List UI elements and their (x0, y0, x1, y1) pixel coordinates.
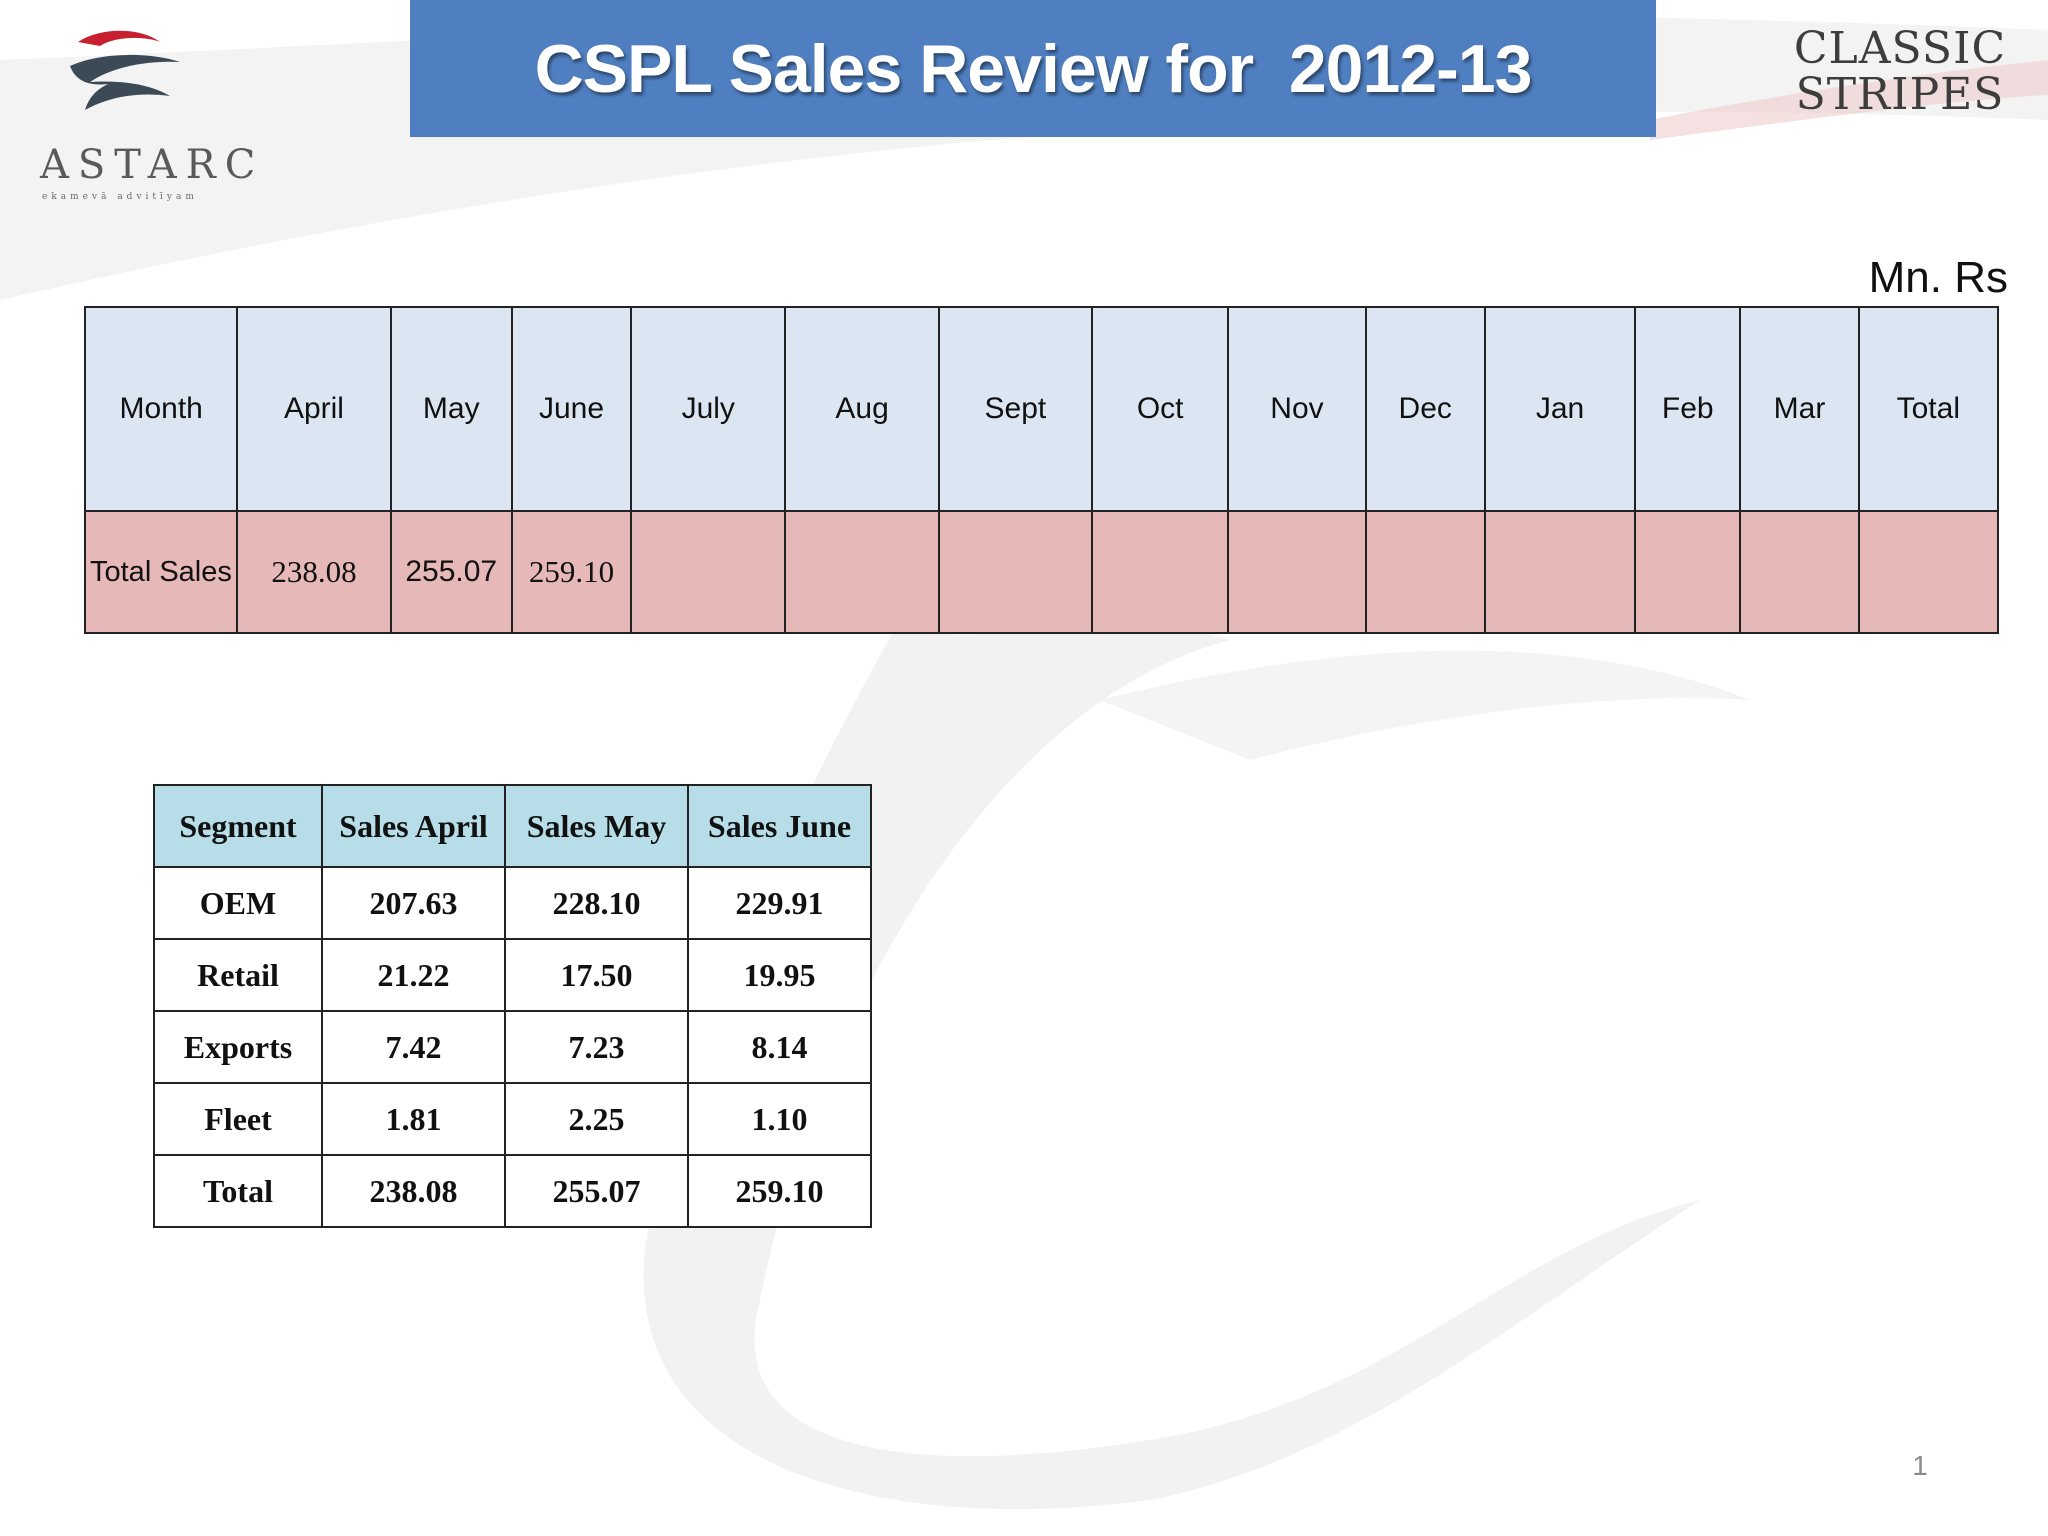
value-cell: 229.91 (687, 866, 872, 940)
value-cell: 2.25 (504, 1082, 689, 1156)
header-cell: April (236, 306, 392, 512)
astarc-logo: ASTARC ekamevā advitīyam (30, 22, 260, 202)
table-row-total: Total 238.08 255.07 259.10 (153, 1154, 872, 1228)
header-cell: Feb (1634, 306, 1742, 512)
value-cell (1227, 510, 1367, 634)
header-cell: Sales May (504, 784, 689, 868)
segment-sales-table: Segment Sales April Sales May Sales June… (153, 784, 872, 1228)
value-cell (1483, 510, 1637, 634)
value-cell (1739, 510, 1860, 634)
value-cell: 7.42 (321, 1010, 506, 1084)
value-cell (1364, 510, 1486, 634)
header-cell: Segment (153, 784, 323, 868)
value-cell: 259.10 (687, 1154, 872, 1228)
header-cell: Jan (1483, 306, 1637, 512)
header-cell: May (389, 306, 513, 512)
logo-line-1: CLASSIC (1793, 23, 2007, 74)
header-cell: Sales April (321, 784, 506, 868)
value-cell: 238.08 (321, 1154, 506, 1228)
logo-tagline: ekamevā advitīyam (42, 192, 198, 202)
header-cell: Month (83, 306, 239, 512)
value-cell (630, 510, 787, 634)
logo-name: ASTARC (40, 142, 265, 188)
monthly-sales-table: Month April May June July Aug Sept Oct N… (83, 306, 2000, 634)
header-cell: Nov (1227, 306, 1367, 512)
header-cell: Oct (1091, 306, 1230, 512)
page-number: 1 (1912, 1450, 1928, 1481)
page-title: CSPL Sales Review for 2012-13 (534, 30, 1533, 107)
header-cell: Aug (784, 306, 940, 512)
astarc-emblem-icon (70, 30, 180, 110)
header-cell: Total (1857, 306, 2000, 512)
classic-stripes-logo: CLASSIC STRIPES (1780, 26, 2020, 118)
value-cell: 19.95 (687, 938, 872, 1012)
value-cell (1634, 510, 1742, 634)
value-cell: 259.10 (510, 510, 633, 634)
value-cell (1091, 510, 1230, 634)
header-cell: Sales June (687, 784, 872, 868)
value-cell (784, 510, 940, 634)
value-cell: 17.50 (504, 938, 689, 1012)
unit-label: Mn. Rs (1868, 253, 2008, 302)
value-cell: 7.23 (504, 1010, 689, 1084)
total-sales-row: Total Sales 238.08 255.07 259.10 (83, 510, 2000, 634)
logo-line-2: STRIPES (1795, 69, 2005, 120)
table-row: Retail 21.22 17.50 19.95 (153, 938, 872, 1012)
header-cell: Sept (937, 306, 1094, 512)
value-cell: 238.08 (236, 510, 392, 634)
value-cell: 255.07 (504, 1154, 689, 1228)
value-cell: 21.22 (321, 938, 506, 1012)
value-cell (937, 510, 1094, 634)
segment-name: Total (153, 1154, 323, 1228)
value-cell: 8.14 (687, 1010, 872, 1084)
header-cell: Mar (1739, 306, 1860, 512)
segment-name: Exports (153, 1010, 323, 1084)
segment-name: Fleet (153, 1082, 323, 1156)
value-cell (1857, 510, 2000, 634)
header-cell: July (630, 306, 787, 512)
value-cell: 1.81 (321, 1082, 506, 1156)
value-cell: 207.63 (321, 866, 506, 940)
month-header-row: Month April May June July Aug Sept Oct N… (83, 306, 2000, 512)
row-label: Total Sales (83, 510, 239, 634)
table-row: Fleet 1.81 2.25 1.10 (153, 1082, 872, 1156)
header-cell: Dec (1364, 306, 1486, 512)
segment-name: Retail (153, 938, 323, 1012)
title-bar: CSPL Sales Review for 2012-13 (410, 0, 1656, 137)
table-row: Exports 7.42 7.23 8.14 (153, 1010, 872, 1084)
table-row: OEM 207.63 228.10 229.91 (153, 866, 872, 940)
header-cell: June (510, 306, 633, 512)
segment-header-row: Segment Sales April Sales May Sales June (153, 784, 872, 868)
value-cell: 255.07 (389, 510, 513, 634)
value-cell: 1.10 (687, 1082, 872, 1156)
value-cell: 228.10 (504, 866, 689, 940)
segment-name: OEM (153, 866, 323, 940)
